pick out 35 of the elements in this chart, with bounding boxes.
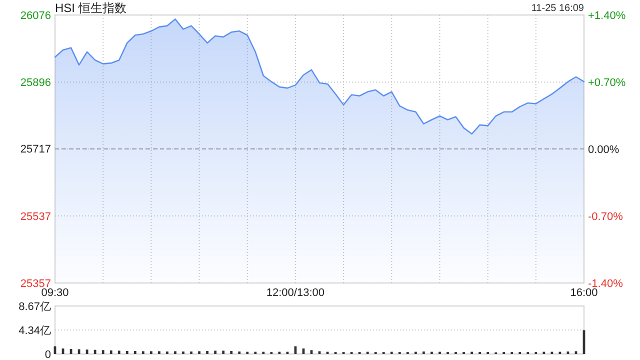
bar bbox=[134, 350, 136, 354]
y2-tick-label: -1.40% bbox=[588, 278, 624, 290]
y-tick-label: 0 bbox=[44, 348, 51, 360]
x-tick-label: 09:30 bbox=[41, 287, 69, 299]
y2-tick-label: +1.40% bbox=[588, 10, 626, 22]
y-tick-label: 25896 bbox=[20, 76, 51, 89]
bar bbox=[214, 350, 216, 354]
bar bbox=[206, 350, 208, 354]
bar bbox=[126, 350, 128, 354]
bar bbox=[158, 351, 160, 354]
y2-tick-label: +0.70% bbox=[588, 76, 626, 89]
y-tick-label: 25717 bbox=[20, 144, 51, 156]
bar bbox=[318, 351, 321, 354]
y-tick-label: 25357 bbox=[20, 278, 51, 290]
y-tick-label: 26076 bbox=[20, 10, 51, 22]
bar bbox=[222, 350, 225, 354]
text: 11-25 16:09 bbox=[531, 3, 584, 14]
bar bbox=[574, 351, 578, 354]
y2-tick-label: 0.00% bbox=[588, 144, 620, 156]
bar bbox=[230, 350, 233, 354]
y-tick-label: 25537 bbox=[20, 210, 51, 223]
chart-title: HSI 恒生指数 bbox=[55, 1, 126, 15]
bar bbox=[110, 350, 112, 354]
bar bbox=[118, 350, 120, 354]
x-tick-label: 16:00 bbox=[570, 287, 598, 299]
bar bbox=[174, 351, 176, 354]
y-tick-label: 8.67亿 bbox=[18, 300, 51, 313]
x-tick-label: 12:00/13:00 bbox=[266, 287, 325, 299]
bar bbox=[142, 351, 144, 354]
bar bbox=[198, 351, 200, 354]
y-tick-label: 4.34亿 bbox=[18, 324, 51, 337]
y2-tick-label: -0.70% bbox=[588, 210, 624, 223]
bar bbox=[94, 350, 96, 354]
bar bbox=[102, 350, 104, 354]
bar bbox=[150, 351, 152, 354]
